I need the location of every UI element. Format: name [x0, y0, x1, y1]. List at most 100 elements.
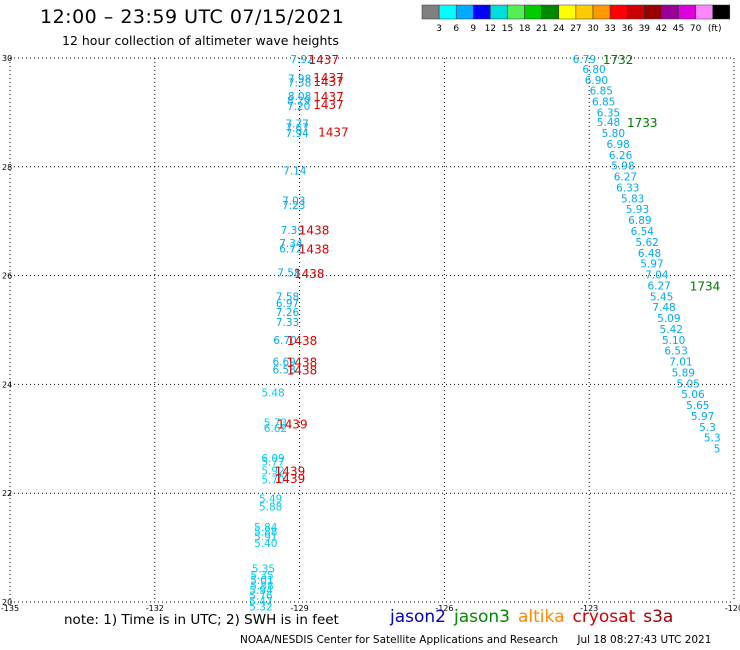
legend-label: 6	[453, 24, 459, 34]
wave-height-value: 7.48	[652, 302, 675, 314]
wave-height-value: 5.92	[261, 465, 284, 477]
page-title: 12:00 – 23:59 UTC 07/15/2021	[40, 6, 345, 28]
wave-height-value: 5.48	[261, 388, 284, 400]
wave-height-value: 7.39	[281, 225, 304, 237]
wave-height-value: 5.62	[635, 237, 658, 249]
wave-height-value: 6.26	[609, 150, 633, 162]
pass-time-label: 1438	[299, 223, 330, 237]
wave-height-value: 6.69	[272, 357, 295, 369]
legend-label: 9	[470, 24, 476, 34]
legend-swatch	[575, 4, 594, 20]
pass-time-label: 1438	[294, 267, 325, 281]
wave-height-value: 5.10	[662, 335, 685, 347]
wave-height-value: 5.32	[249, 601, 272, 613]
wave-height-value: 6.58	[272, 365, 295, 377]
wave-height-value: 7.20	[287, 101, 310, 113]
wave-height-value: 5.94	[249, 585, 273, 597]
legend-swatch	[421, 4, 440, 20]
legend-swatch	[541, 4, 560, 20]
legend-swatch	[524, 4, 542, 20]
wave-height-value: 5.76	[249, 590, 273, 602]
legend-swatch	[644, 4, 662, 20]
credit-text: NOAA/NESDIS Center for Satellite Applica…	[240, 634, 558, 646]
wave-height-value: 5.3	[699, 422, 716, 434]
wave-height-value: 7.98	[288, 74, 311, 86]
lon-tick-label: -120	[725, 604, 740, 613]
pass-time-label: 1437	[313, 90, 344, 104]
wave-height-value: 7.92	[290, 54, 313, 66]
wave-height-value: 5.09	[657, 313, 680, 325]
color-legend: 3 6 9 12 15 18 21 24 27 30 33 36 39 42 45 70 (ft)	[421, 4, 731, 34]
legend-swatch	[507, 4, 525, 20]
satellite-altika: altika	[518, 607, 565, 627]
pass-time-label: 1438	[287, 364, 318, 378]
satellite-legend: jason2 jason3 altika cryosat s3a	[390, 607, 681, 627]
pass-time-label: 1437	[313, 98, 344, 112]
legend-label: 30	[587, 24, 599, 34]
wave-height-value: 5.80	[602, 128, 625, 140]
wave-height-value: 7.58	[277, 267, 300, 279]
wave-height-tracks: 7.92 7.987.38 8.088.297.20 7.777.677.94 7.14…	[249, 54, 720, 613]
wave-height-value: 6.72	[279, 243, 302, 255]
wave-height-value: 5.70	[261, 475, 284, 487]
wave-height-value: 6.89	[628, 215, 651, 227]
wave-height-value: 5.88	[250, 581, 273, 593]
wave-height-value: 6.62	[264, 423, 287, 435]
wave-height-value: 7.58	[276, 291, 299, 303]
wave-height-value: 5.3	[704, 433, 721, 445]
pass-time-label: 1437	[313, 75, 344, 89]
wave-height-value: 7.33	[276, 317, 299, 329]
legend-label: 24	[553, 24, 565, 34]
legend-label: 70	[690, 24, 702, 34]
legend-swatch	[626, 4, 645, 20]
wave-height-value: 5.65	[686, 400, 709, 412]
wave-height-value: 6.53	[664, 346, 687, 358]
pass-time-label: 1437	[318, 125, 349, 139]
legend-label: 12	[485, 24, 496, 34]
legend-label: 21	[536, 24, 547, 34]
wave-height-value: 7.04	[645, 270, 669, 282]
wave-height-value: 5.42	[660, 324, 683, 336]
wave-height-value: 5.84	[254, 522, 278, 534]
lon-tick-label: -123	[580, 604, 598, 613]
legend-swatch	[490, 4, 508, 20]
wave-height-value: 5.97	[640, 259, 663, 271]
wave-height-value: 5.98	[611, 161, 634, 173]
wave-height-value: 7.77	[285, 118, 308, 130]
wave-height-value: 7.01	[669, 357, 692, 369]
legend-label: 45	[673, 24, 684, 34]
wave-height-value: 5.83	[621, 193, 644, 205]
legend-swatch	[438, 4, 457, 20]
legend-label: 33	[604, 24, 615, 34]
wave-height-value: 6.79	[573, 54, 596, 66]
wave-height-value: 6.33	[616, 182, 639, 194]
wave-height-value: 5.48	[597, 117, 620, 129]
wave-height-value: 5.88	[254, 526, 277, 538]
wave-height-value: 7.38	[288, 77, 311, 89]
lat-lon-grid	[9, 57, 735, 603]
wave-height-value: 8.08	[288, 91, 311, 103]
footer-credit: NOAA/NESDIS Center for Satellite Applica…	[240, 634, 711, 646]
legend-swatch	[695, 4, 713, 20]
legend-swatch	[661, 4, 679, 20]
wave-height-value: 5.89	[672, 367, 695, 379]
satellite-jason3: jason3	[454, 607, 510, 627]
wave-height-value: 7.94	[285, 128, 309, 140]
wave-height-value: 7.03	[282, 196, 305, 208]
pass-time-label: 1437	[308, 53, 339, 67]
wave-height-value: 6.80	[582, 64, 605, 76]
legend-swatch	[592, 4, 611, 20]
wave-height-value: 6.85	[592, 97, 615, 109]
wave-height-value: 6.97	[276, 298, 299, 310]
wave-height-value: 7.67	[285, 123, 308, 135]
wave-height-value: 5.77	[261, 457, 284, 469]
lat-tick-label: 20	[2, 598, 12, 607]
legend-label: 42	[656, 24, 667, 34]
wave-height-value: 6.98	[606, 139, 629, 151]
wave-height-value: 5.05	[676, 378, 699, 390]
wave-height-value: 6.54	[631, 226, 655, 238]
page-subtitle: 12 hour collection of altimeter wave hei…	[62, 33, 339, 48]
legend-swatch	[455, 4, 474, 20]
pass-time-label: 1732	[603, 53, 634, 67]
wave-height-value: 7.34	[279, 238, 303, 250]
